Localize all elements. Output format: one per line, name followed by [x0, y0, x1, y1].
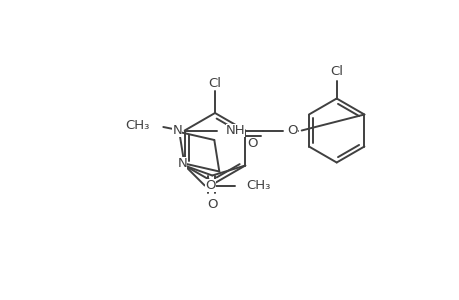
- Text: CH₃: CH₃: [246, 179, 270, 192]
- Text: NH: NH: [225, 124, 245, 137]
- Text: O: O: [205, 179, 215, 192]
- Text: Cl: Cl: [330, 65, 342, 78]
- Text: N: N: [177, 157, 187, 170]
- Text: N: N: [172, 124, 182, 136]
- Text: O: O: [207, 198, 217, 211]
- Text: Cl: Cl: [208, 76, 221, 89]
- Text: CH₃: CH₃: [125, 118, 149, 131]
- Text: O: O: [287, 124, 297, 137]
- Text: O: O: [247, 137, 257, 150]
